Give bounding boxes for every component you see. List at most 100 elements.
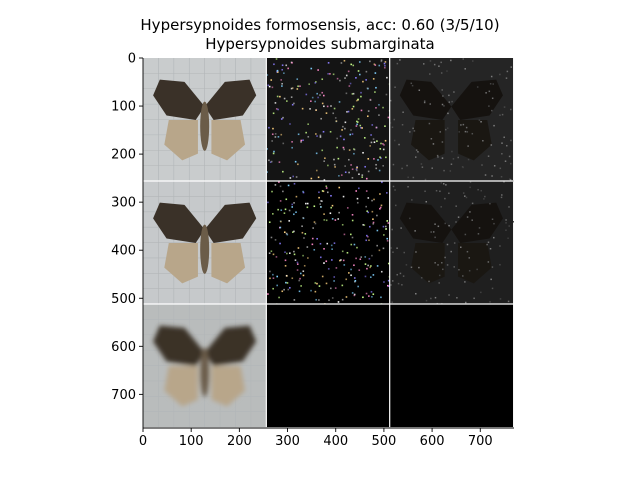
saliency-pixel — [350, 268, 352, 271]
saliency-speck — [464, 233, 467, 236]
saliency-pixel — [351, 168, 354, 171]
saliency-speck — [395, 204, 397, 207]
saliency-pixel — [356, 123, 358, 126]
saliency-pixel — [369, 266, 371, 269]
saliency-pixel — [330, 105, 332, 107]
saliency-pixel — [342, 125, 344, 128]
x-tick-label: 400 — [323, 434, 348, 449]
saliency-pixel — [267, 293, 269, 295]
saliency-speck — [503, 106, 506, 108]
saliency-pixel — [299, 277, 301, 280]
saliency-pixel — [382, 247, 385, 250]
saliency-speck — [417, 151, 419, 153]
saliency-speck — [491, 109, 493, 112]
saliency-pixel — [365, 79, 367, 81]
saliency-pixel — [365, 190, 368, 192]
saliency-pixel — [286, 282, 289, 284]
saliency-pixel — [351, 236, 354, 239]
saliency-speck — [444, 256, 446, 259]
saliency-pixel — [315, 133, 317, 135]
saliency-speck — [473, 297, 475, 300]
saliency-pixel — [386, 237, 389, 240]
saliency-pixel — [282, 142, 285, 145]
saliency-pixel — [299, 85, 301, 88]
saliency-pixel — [350, 63, 353, 66]
saliency-pixel — [357, 70, 360, 72]
saliency-pixel — [282, 170, 284, 173]
saliency-pixel — [332, 73, 335, 76]
saliency-speck — [491, 97, 494, 100]
saliency-pixel — [388, 285, 390, 288]
saliency-pixel — [296, 261, 299, 264]
saliency-pixel — [302, 190, 304, 193]
saliency-pixel — [386, 76, 388, 79]
saliency-pixel — [361, 174, 364, 176]
saliency-pixel — [368, 239, 370, 242]
saliency-pixel — [296, 269, 299, 271]
saliency-speck — [501, 153, 503, 155]
saliency-pixel — [375, 86, 377, 89]
saliency-pixel — [325, 282, 328, 285]
saliency-speck — [402, 275, 405, 277]
saliency-pixel — [356, 121, 359, 123]
saliency-speck — [442, 268, 444, 271]
saliency-speck — [462, 275, 464, 277]
saliency-pixel — [325, 187, 328, 189]
saliency-pixel — [371, 199, 373, 202]
saliency-pixel — [342, 195, 345, 198]
saliency-pixel — [333, 107, 336, 110]
saliency-speck — [490, 144, 493, 146]
x-tick-label: 100 — [179, 434, 204, 449]
saliency-speck — [390, 247, 393, 249]
saliency-pixel — [356, 165, 358, 168]
saliency-pixel — [321, 91, 324, 94]
saliency-pixel — [353, 293, 356, 296]
panel-r0-c0 — [143, 58, 267, 182]
saliency-pixel — [342, 146, 345, 149]
saliency-pixel — [367, 235, 369, 238]
moth-specimen — [153, 79, 257, 161]
saliency-pixel — [280, 118, 283, 120]
saliency-speck — [445, 128, 447, 131]
saliency-speck — [477, 233, 480, 235]
saliency-speck — [390, 284, 392, 286]
saliency-pixel — [336, 146, 338, 149]
saliency-pixel — [302, 270, 305, 273]
saliency-pixel — [274, 102, 277, 104]
saliency-pixel — [330, 244, 333, 247]
moth-silhouette — [458, 119, 492, 161]
saliency-speck — [393, 139, 396, 142]
saliency-speck — [508, 225, 510, 227]
saliency-speck — [409, 131, 411, 133]
saliency-speck — [506, 70, 509, 73]
saliency-pixel — [304, 233, 307, 235]
saliency-pixel — [371, 295, 373, 298]
saliency-pixel — [372, 221, 375, 224]
saliency-speck — [493, 165, 496, 167]
saliency-speck — [501, 113, 504, 116]
saliency-pixel — [274, 239, 277, 241]
saliency-pixel — [384, 61, 387, 63]
saliency-speck — [510, 108, 512, 111]
saliency-pixel — [355, 99, 358, 102]
saliency-pixel — [301, 231, 304, 234]
saliency-pixel — [280, 79, 283, 81]
saliency-pixel — [281, 68, 284, 71]
saliency-pixel — [292, 175, 295, 178]
saliency-pixel — [314, 82, 317, 84]
saliency-speck — [389, 99, 392, 102]
saliency-pixel — [367, 264, 369, 267]
saliency-pixel — [291, 206, 294, 208]
saliency-pixel — [356, 246, 358, 249]
saliency-speck — [476, 268, 478, 271]
saliency-pixel — [266, 171, 268, 173]
saliency-speck — [443, 169, 445, 172]
saliency-speck — [508, 206, 510, 208]
saliency-pixel — [375, 167, 378, 170]
saliency-pixel — [293, 253, 296, 256]
saliency-pixel — [307, 135, 310, 138]
saliency-pixel — [286, 100, 288, 102]
saliency-pixel — [313, 221, 316, 223]
saliency-pixel — [280, 133, 283, 136]
saliency-speck — [420, 277, 423, 279]
